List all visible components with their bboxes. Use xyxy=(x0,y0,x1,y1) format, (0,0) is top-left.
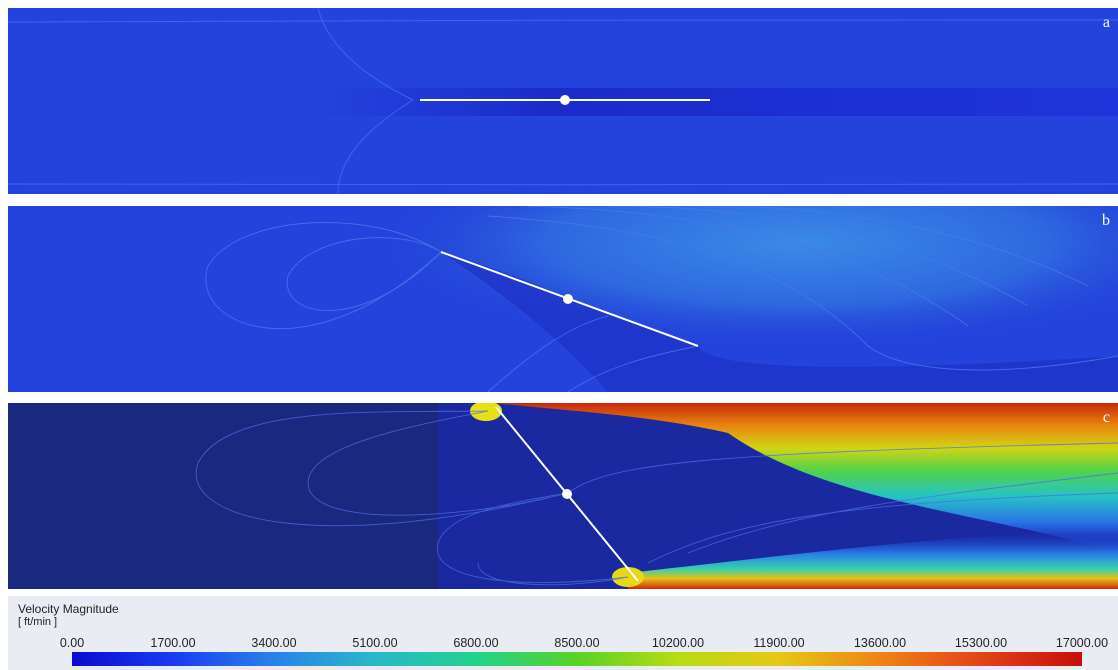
legend-tick-label: 17000.00 xyxy=(1055,636,1109,650)
flow-panel-b: b xyxy=(8,206,1118,392)
panel-label-b: b xyxy=(1102,212,1110,229)
pivot-b xyxy=(563,294,573,304)
flow-panel-a: a xyxy=(8,8,1118,194)
velocity-field-b xyxy=(8,206,1118,392)
panel-label-c: c xyxy=(1102,409,1110,426)
flow-panel-c: c xyxy=(8,403,1118,589)
legend-tick-label: 1700.00 xyxy=(150,636,196,650)
legend-tick-label: 3400.00 xyxy=(251,636,297,650)
legend-title: Velocity Magnitude xyxy=(18,602,119,616)
legend-tick-label: 5100.00 xyxy=(352,636,398,650)
velocity-field-a xyxy=(8,8,1118,194)
top-edge-hotspot xyxy=(470,403,502,421)
velocity-field-c xyxy=(8,403,1118,589)
pivot-a xyxy=(560,95,570,105)
color-legend: Velocity Magnitude [ ft/min ] 0.00 1700.0… xyxy=(8,596,1118,670)
pivot-c xyxy=(562,489,572,499)
legend-unit: [ ft/min ] xyxy=(18,616,58,628)
legend-tick-label: 13600.00 xyxy=(853,636,907,650)
legend-tick-label: 6800.00 xyxy=(453,636,499,650)
panel-label-a: a xyxy=(1102,14,1110,31)
legend-tick-label: 10200.00 xyxy=(651,636,705,650)
legend-tick-label: 11900.00 xyxy=(753,636,805,650)
legend-tick-label: 8500.00 xyxy=(554,636,600,650)
legend-colorbar xyxy=(72,652,1082,666)
legend-tick-label: 15300.00 xyxy=(954,636,1008,650)
legend-tick-label: 0.00 xyxy=(59,636,85,650)
